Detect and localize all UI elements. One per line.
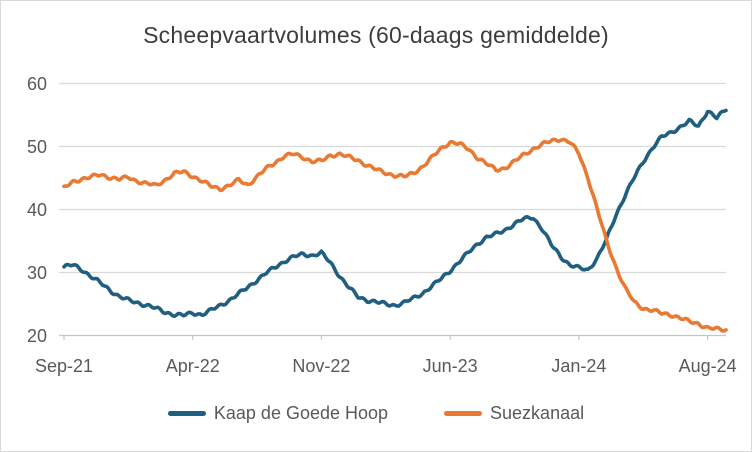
- series-line-suezkanaal: [62, 137, 728, 333]
- y-axis-label: 50: [27, 137, 47, 157]
- legend-line-swatch-suezkanaal: [444, 411, 483, 416]
- chart-legend: Kaap de Goede Hoop Suezkanaal: [1, 403, 751, 424]
- chart-title: Scheepvaartvolumes (60-daags gemiddelde): [143, 22, 609, 48]
- legend-label-suezkanaal: Suezkanaal: [490, 403, 585, 423]
- legend-item-kaap-de-goede-hoop: Kaap de Goede Hoop: [167, 403, 389, 424]
- x-axis-label: Apr-22: [166, 356, 220, 376]
- x-axis-label: Aug-24: [679, 356, 737, 376]
- x-axis-label: Jan-24: [551, 356, 606, 376]
- legend-label-kaap-de-goede-hoop: Kaap de Goede Hoop: [213, 403, 389, 423]
- x-axis-label: Nov-22: [292, 356, 350, 376]
- y-axis-label: 20: [27, 326, 47, 346]
- series-line-kaap-de-goede-hoop: [62, 108, 728, 319]
- x-axis-label: Sep-21: [35, 356, 93, 376]
- legend-item-suezkanaal: Suezkanaal: [444, 403, 584, 424]
- x-axis-label: Jun-23: [423, 356, 478, 376]
- y-axis-label: 40: [27, 200, 47, 220]
- y-axis-label: 30: [27, 263, 47, 283]
- legend-line-swatch-kaap-de-goede-hoop: [167, 411, 206, 416]
- y-axis-label: 60: [27, 74, 47, 94]
